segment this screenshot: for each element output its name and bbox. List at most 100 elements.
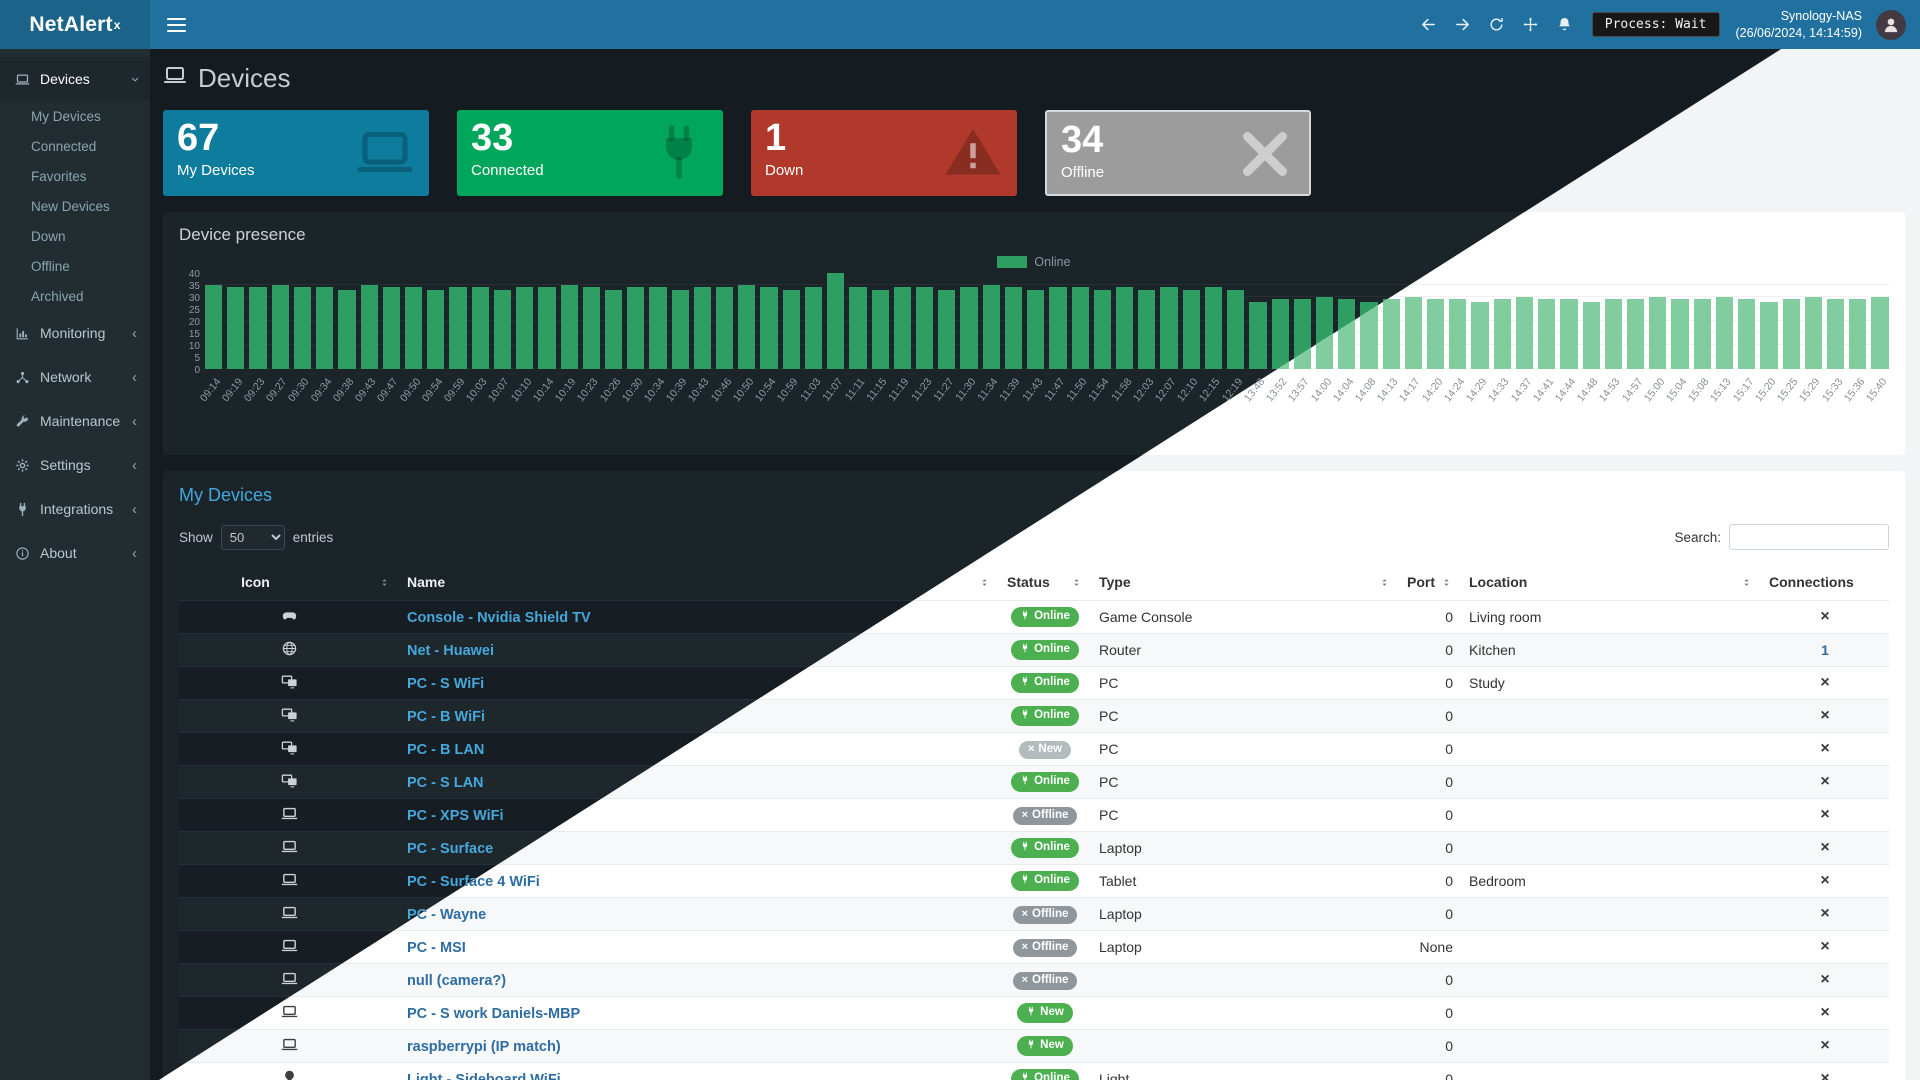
- device-port-cell: 0: [1399, 963, 1461, 997]
- device-name-link[interactable]: PC - XPS WiFi: [407, 807, 504, 824]
- chart-bar: [249, 287, 267, 369]
- chart-bar: [1138, 289, 1156, 369]
- column-header-icon[interactable]: Icon: [179, 564, 399, 601]
- chart-legend[interactable]: Online: [179, 255, 1889, 269]
- device-name-link[interactable]: PC - B LAN: [407, 741, 485, 758]
- sidebar-subitem-my-devices[interactable]: My Devices: [31, 108, 101, 124]
- sidebar-subitem-archived[interactable]: Archived: [31, 288, 84, 304]
- device-name-link[interactable]: PC - S work Daniels-MBP: [407, 1005, 581, 1022]
- brand-logo[interactable]: NetAlert x: [0, 0, 150, 49]
- stat-card-my-devices[interactable]: 67 My Devices: [163, 110, 429, 196]
- stat-card-connected[interactable]: 33 Connected: [457, 110, 723, 196]
- sort-icon[interactable]: [1440, 576, 1453, 589]
- sidebar-item-label: Devices: [40, 71, 90, 87]
- sidebar-item-label: Settings: [40, 457, 91, 473]
- device-name-link[interactable]: Net - Huawei: [407, 642, 495, 659]
- sort-icon[interactable]: [1378, 576, 1391, 589]
- y-tick-label: 30: [188, 293, 200, 304]
- wrench-icon: [16, 414, 28, 427]
- sort-icon[interactable]: [378, 576, 391, 589]
- sort-icon[interactable]: [1740, 576, 1753, 589]
- device-name-link[interactable]: PC - MSI: [407, 939, 466, 956]
- sort-icon[interactable]: [1378, 576, 1391, 589]
- sort-icon[interactable]: [978, 576, 991, 589]
- x-tick: 10:54: [753, 373, 779, 429]
- sidebar-subitem-new-devices[interactable]: New Devices: [31, 198, 110, 214]
- x-tick-label: 14:13: [1375, 376, 1401, 405]
- device-type-cell: Laptop: [1091, 897, 1399, 931]
- chart-bar: [1560, 299, 1578, 369]
- sidebar-subitem-offline[interactable]: Offline: [31, 258, 70, 274]
- laptop-icon: [281, 1038, 297, 1051]
- sidebar-item-network[interactable]: Network ‹: [0, 355, 150, 399]
- sidebar-item-monitoring[interactable]: Monitoring ‹: [0, 311, 150, 355]
- column-header-name[interactable]: Name: [399, 564, 999, 601]
- notifications-button[interactable]: [1548, 0, 1582, 49]
- column-header-status[interactable]: Status: [999, 564, 1091, 601]
- sidebar-item-about[interactable]: About ‹: [0, 531, 150, 575]
- device-name-link[interactable]: raspberrypi (IP match): [407, 1038, 561, 1055]
- device-name-cell: PC - MSI: [399, 930, 999, 964]
- stat-card-offline[interactable]: 34 Offline: [1045, 110, 1311, 196]
- sidebar-item-maintenance[interactable]: Maintenance ‹: [0, 399, 150, 443]
- forward-button[interactable]: [1446, 0, 1480, 49]
- sidebar-item-devices[interactable]: Devices ‹: [0, 57, 150, 101]
- sort-icon[interactable]: [1740, 576, 1753, 589]
- hamburger-menu-button[interactable]: [150, 0, 202, 49]
- column-header-location[interactable]: Location: [1461, 564, 1761, 601]
- x-tick-label: 11:30: [953, 376, 979, 404]
- device-name-link[interactable]: PC - S WiFi: [407, 675, 485, 692]
- device-port-cell: None: [1399, 930, 1461, 964]
- page-size-select[interactable]: 50: [220, 524, 285, 550]
- refresh-button[interactable]: [1480, 0, 1514, 49]
- x-tick: 15:00: [1642, 373, 1668, 429]
- x-tick-label: 11:11: [842, 376, 868, 403]
- gamepad-icon: [282, 612, 296, 620]
- stat-card-down[interactable]: 1 Down: [751, 110, 1017, 196]
- device-status-cell: Online: [999, 600, 1091, 634]
- chart-bar: [827, 273, 845, 369]
- x-tick: 10:14: [531, 373, 557, 429]
- x-tick: 14:48: [1575, 373, 1601, 429]
- user-avatar[interactable]: [1876, 9, 1906, 40]
- x-tick: 10:26: [597, 373, 623, 429]
- device-name-link[interactable]: null (camera?): [407, 972, 507, 989]
- sort-icon[interactable]: [978, 576, 991, 589]
- device-name-link[interactable]: PC - Wayne: [407, 906, 487, 923]
- column-header-port[interactable]: Port: [1399, 564, 1461, 601]
- column-header-connections[interactable]: Connections: [1761, 564, 1889, 601]
- device-name-link[interactable]: PC - Surface: [407, 840, 494, 857]
- search-input[interactable]: [1729, 524, 1889, 550]
- sort-icon[interactable]: [1070, 576, 1083, 589]
- x-tick: 09:43: [353, 373, 379, 429]
- move-button[interactable]: [1514, 0, 1548, 49]
- back-button[interactable]: [1412, 0, 1446, 49]
- sort-icon[interactable]: [1440, 576, 1453, 589]
- device-name-link[interactable]: PC - B WiFi: [407, 708, 486, 725]
- connections-link[interactable]: 1: [1821, 642, 1829, 658]
- device-name-link[interactable]: PC - S LAN: [407, 774, 484, 791]
- brand-sup: x: [113, 17, 121, 32]
- device-status-cell: Online: [999, 633, 1091, 667]
- chart-bar: [893, 287, 911, 369]
- chart-bar: [760, 287, 778, 369]
- column-header-type[interactable]: Type: [1091, 564, 1399, 601]
- sidebar-subitem-favorites[interactable]: Favorites: [31, 168, 87, 184]
- sidebar-subitem-connected[interactable]: Connected: [31, 138, 97, 154]
- sort-icon[interactable]: [378, 576, 391, 589]
- sidebar-item-integrations[interactable]: Integrations ‹: [0, 487, 150, 531]
- device-type-cell: Game Console: [1091, 600, 1399, 634]
- device-location-cell: [1461, 1029, 1761, 1063]
- x-tick-label: 11:54: [1086, 376, 1112, 404]
- sidebar-item-settings[interactable]: Settings ‹: [0, 443, 150, 487]
- device-row: null (camera?) ×Offline 0 ×: [179, 963, 1889, 997]
- x-tick: 11:34: [976, 373, 1001, 429]
- sidebar-submenu: My Devices Connected Favorites New Devices D…: [0, 101, 150, 311]
- device-name-link[interactable]: Console - Nvidia Shield TV: [407, 609, 591, 626]
- sidebar-subitem-down[interactable]: Down: [31, 228, 66, 244]
- device-name-link[interactable]: Light - Sideboard WiFi: [407, 1071, 561, 1080]
- sort-icon[interactable]: [1070, 576, 1083, 589]
- chart-bar: [427, 289, 445, 369]
- no-connections-icon: ×: [1820, 905, 1830, 922]
